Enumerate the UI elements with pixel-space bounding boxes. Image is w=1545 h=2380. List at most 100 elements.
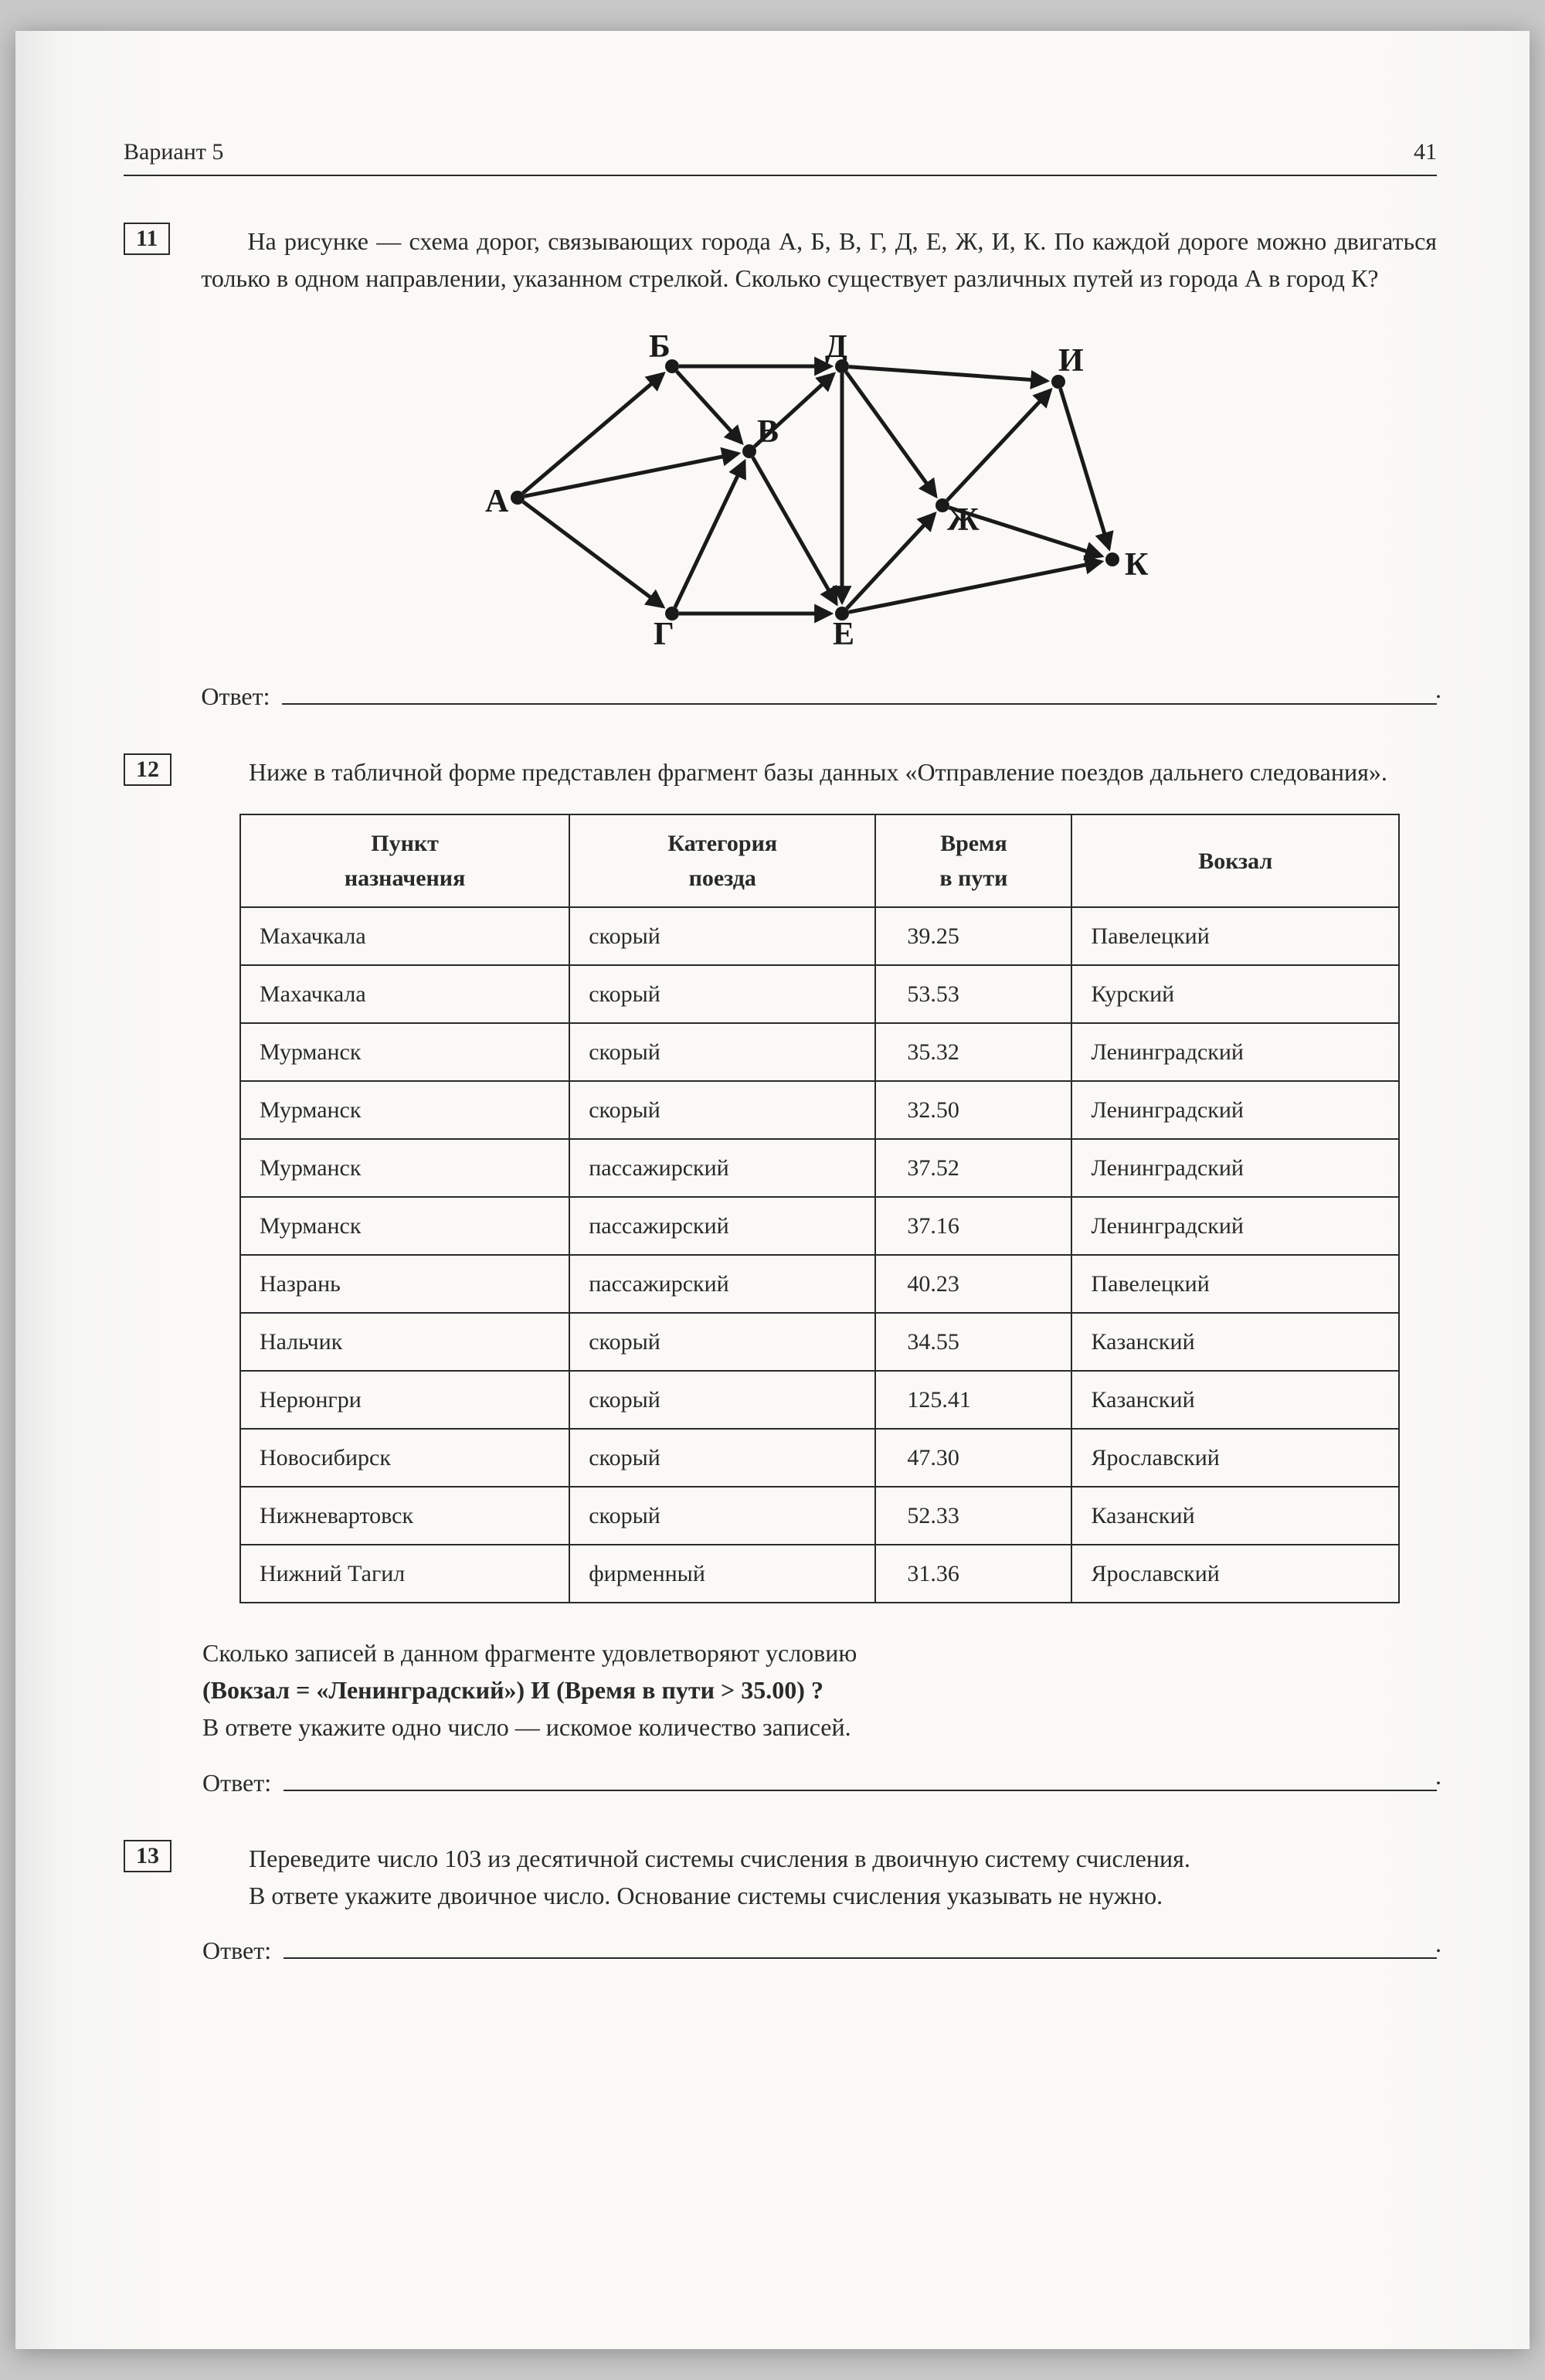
- train-table: ПунктназначенияКатегорияпоездаВремяв пут…: [239, 814, 1400, 1603]
- answer-row: Ответ:: [201, 675, 1437, 715]
- svg-text:Ж: Ж: [947, 502, 980, 538]
- table-cell: Павелецкий: [1071, 907, 1399, 965]
- problem-12: 12 Ниже в табличной форме представлен фр…: [124, 753, 1437, 1800]
- table-cell: фирменный: [569, 1545, 875, 1603]
- table-row: Махачкаласкорый53.53Курский: [240, 965, 1399, 1023]
- page-header: Вариант 5 41: [124, 139, 1437, 165]
- answer-label: Ответ:: [202, 1764, 271, 1801]
- table-row: Нижний Тагилфирменный31.36Ярославский: [240, 1545, 1399, 1603]
- table-cell: Ярославский: [1071, 1429, 1399, 1487]
- problem-11-text: На рисунке — схема дорог, связывающих го…: [201, 223, 1437, 297]
- table-cell: Курский: [1071, 965, 1399, 1023]
- road-graph: АБВГДЕЖИК: [471, 320, 1166, 644]
- table-cell: Нерюнгри: [240, 1371, 569, 1429]
- graph-container: АБВГДЕЖИК: [201, 320, 1437, 644]
- table-cell: 40.23: [875, 1255, 1071, 1313]
- table-cell: скорый: [569, 965, 875, 1023]
- table-cell: Казанский: [1071, 1313, 1399, 1371]
- condition-expression: (Вокзал = «Ленинградский») И (Время в пу…: [202, 1671, 1437, 1708]
- svg-text:Б: Б: [649, 329, 671, 365]
- table-row: Мурманскскорый35.32Ленинградский: [240, 1023, 1399, 1081]
- table-cell: скорый: [569, 1371, 875, 1429]
- table-cell: 47.30: [875, 1429, 1071, 1487]
- table-cell: Ленинградский: [1071, 1081, 1399, 1139]
- answer-row: Ответ:: [202, 1930, 1437, 1969]
- table-header: Пунктназначения: [240, 814, 569, 907]
- table-cell: 31.36: [875, 1545, 1071, 1603]
- table-cell: пассажирский: [569, 1197, 875, 1255]
- table-cell: скорый: [569, 1081, 875, 1139]
- table-cell: Мурманск: [240, 1139, 569, 1197]
- table-cell: пассажирский: [569, 1139, 875, 1197]
- table-header: Времяв пути: [875, 814, 1071, 907]
- page-number: 41: [1414, 139, 1437, 165]
- table-cell: 32.50: [875, 1081, 1071, 1139]
- table-cell: 37.52: [875, 1139, 1071, 1197]
- answer-blank[interactable]: [282, 675, 1437, 705]
- table-cell: 125.41: [875, 1371, 1071, 1429]
- svg-text:Д: Д: [825, 329, 847, 365]
- table-cell: Ленинградский: [1071, 1139, 1399, 1197]
- table-cell: скорый: [569, 1023, 875, 1081]
- table-cell: скорый: [569, 1487, 875, 1545]
- answer-blank[interactable]: [284, 1761, 1437, 1790]
- table-cell: Казанский: [1071, 1371, 1399, 1429]
- table-cell: Казанский: [1071, 1487, 1399, 1545]
- answer-blank[interactable]: [284, 1930, 1437, 1959]
- table-cell: Ленинградский: [1071, 1023, 1399, 1081]
- table-cell: Махачкала: [240, 907, 569, 965]
- table-cell: скорый: [569, 1313, 875, 1371]
- table-cell: скорый: [569, 907, 875, 965]
- table-cell: Мурманск: [240, 1081, 569, 1139]
- table-cell: Ленинградский: [1071, 1197, 1399, 1255]
- condition-line-2: В ответе укажите одно число — искомое ко…: [202, 1708, 1437, 1746]
- svg-text:Г: Г: [654, 617, 674, 644]
- table-row: Мурманскпассажирский37.52Ленинградский: [240, 1139, 1399, 1197]
- table-cell: Павелецкий: [1071, 1255, 1399, 1313]
- svg-text:В: В: [757, 414, 779, 450]
- table-cell: 35.32: [875, 1023, 1071, 1081]
- page: Вариант 5 41 11 На рисунке — схема дорог…: [15, 31, 1530, 2349]
- answer-label: Ответ:: [202, 1932, 271, 1969]
- table-cell: пассажирский: [569, 1255, 875, 1313]
- table-cell: 39.25: [875, 907, 1071, 965]
- answer-label: Ответ:: [201, 678, 270, 715]
- variant-label: Вариант 5: [124, 139, 223, 165]
- table-row: Новосибирскскорый47.30Ярославский: [240, 1429, 1399, 1487]
- table-cell: Нижневартовск: [240, 1487, 569, 1545]
- table-row: Нижневартовскскорый52.33Казанский: [240, 1487, 1399, 1545]
- table-cell: 37.16: [875, 1197, 1071, 1255]
- svg-text:Е: Е: [833, 617, 854, 644]
- table-header: Категорияпоезда: [569, 814, 875, 907]
- table-cell: Махачкала: [240, 965, 569, 1023]
- header-divider: [124, 175, 1437, 176]
- table-cell: Назрань: [240, 1255, 569, 1313]
- answer-row: Ответ:: [202, 1761, 1437, 1800]
- table-row: Мурманскскорый32.50Ленинградский: [240, 1081, 1399, 1139]
- condition-line-1: Сколько записей в данном фрагменте удовл…: [202, 1634, 1437, 1671]
- table-cell: 53.53: [875, 965, 1071, 1023]
- table-cell: Ярославский: [1071, 1545, 1399, 1603]
- table-cell: 52.33: [875, 1487, 1071, 1545]
- problem-12-condition: Сколько записей в данном фрагменте удовл…: [202, 1634, 1437, 1746]
- table-header: Вокзал: [1071, 814, 1399, 907]
- problem-number: 12: [124, 753, 171, 786]
- table-cell: Нижний Тагил: [240, 1545, 569, 1603]
- problem-13: 13 Переведите число 103 из десятичной си…: [124, 1840, 1437, 1969]
- table-cell: 34.55: [875, 1313, 1071, 1371]
- table-cell: Мурманск: [240, 1197, 569, 1255]
- problem-13-text-2: В ответе укажите двоичное число. Основан…: [202, 1877, 1437, 1914]
- problem-13-text-1: Переведите число 103 из десятичной систе…: [202, 1840, 1437, 1877]
- table-row: Мурманскпассажирский37.16Ленинградский: [240, 1197, 1399, 1255]
- svg-text:И: И: [1058, 343, 1084, 379]
- table-row: Махачкаласкорый39.25Павелецкий: [240, 907, 1399, 965]
- problem-12-intro: Ниже в табличной форме представлен фрагм…: [202, 753, 1437, 790]
- problem-number: 13: [124, 1840, 171, 1872]
- table-cell: Новосибирск: [240, 1429, 569, 1487]
- table-row: Нерюнгрискорый125.41Казанский: [240, 1371, 1399, 1429]
- problem-11: 11 На рисунке — схема дорог, связывающих…: [124, 223, 1437, 715]
- svg-text:К: К: [1125, 547, 1149, 583]
- table-row: Нальчикскорый34.55Казанский: [240, 1313, 1399, 1371]
- table-row: Назраньпассажирский40.23Павелецкий: [240, 1255, 1399, 1313]
- table-cell: Нальчик: [240, 1313, 569, 1371]
